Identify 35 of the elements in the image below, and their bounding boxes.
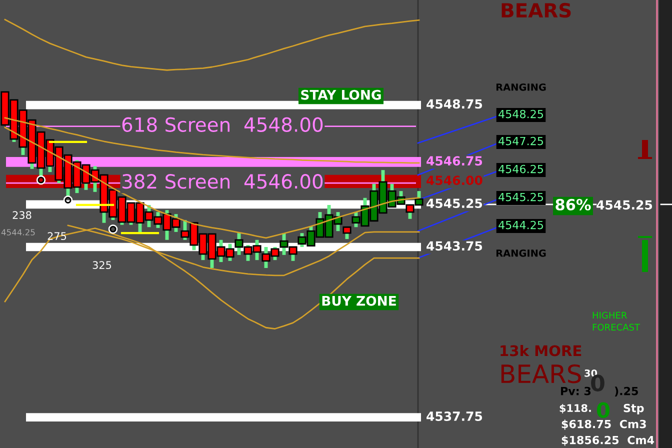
annotation: 4544.25 <box>1 229 35 236</box>
text: RANGING <box>496 249 546 257</box>
annotation: STAY LONG <box>301 90 381 100</box>
text: 4545.25 <box>596 200 652 210</box>
text: 4546.25 <box>498 164 544 174</box>
annotation: 238 <box>12 211 32 220</box>
text: BEARS <box>501 364 581 384</box>
band-label: 4546.00 <box>426 176 482 186</box>
text: Stp <box>624 404 644 414</box>
annotation: 325 <box>92 261 112 270</box>
text: 4544.25 <box>498 220 544 230</box>
text: HIGHER <box>592 312 627 319</box>
ref-line-label: 4537.75 <box>426 412 482 421</box>
text: 4547.25 <box>498 136 544 146</box>
ref-line-label: 382 Screen 4546.00 <box>122 174 323 189</box>
text: RANGING <box>496 83 546 91</box>
text: 0 <box>591 374 604 392</box>
ref-line-label: 4543.75 <box>426 241 482 251</box>
text: 0 <box>596 402 610 418</box>
ref-line-label: 618 Screen 4548.00 <box>122 117 323 132</box>
ref-line-label: 4545.25 <box>426 198 482 208</box>
text: $1856.25 Cm4 <box>562 436 654 446</box>
text: ).25 <box>614 386 638 397</box>
text: 4545.25 <box>498 192 544 202</box>
annotation: BUY ZONE <box>322 296 396 306</box>
text: 4548.25 <box>498 110 544 118</box>
text: 13k MORE <box>500 344 582 356</box>
text: BEARS <box>502 2 571 18</box>
text: Pv: 3 <box>561 386 591 396</box>
text: FORECAST <box>592 324 640 331</box>
band-label: 4546.75 <box>426 156 482 166</box>
text: $118. <box>560 404 591 414</box>
text: 86% <box>556 198 591 210</box>
text: $618.75 Cm3 <box>562 420 646 430</box>
ref-line-label: 4548.75 <box>426 99 482 109</box>
